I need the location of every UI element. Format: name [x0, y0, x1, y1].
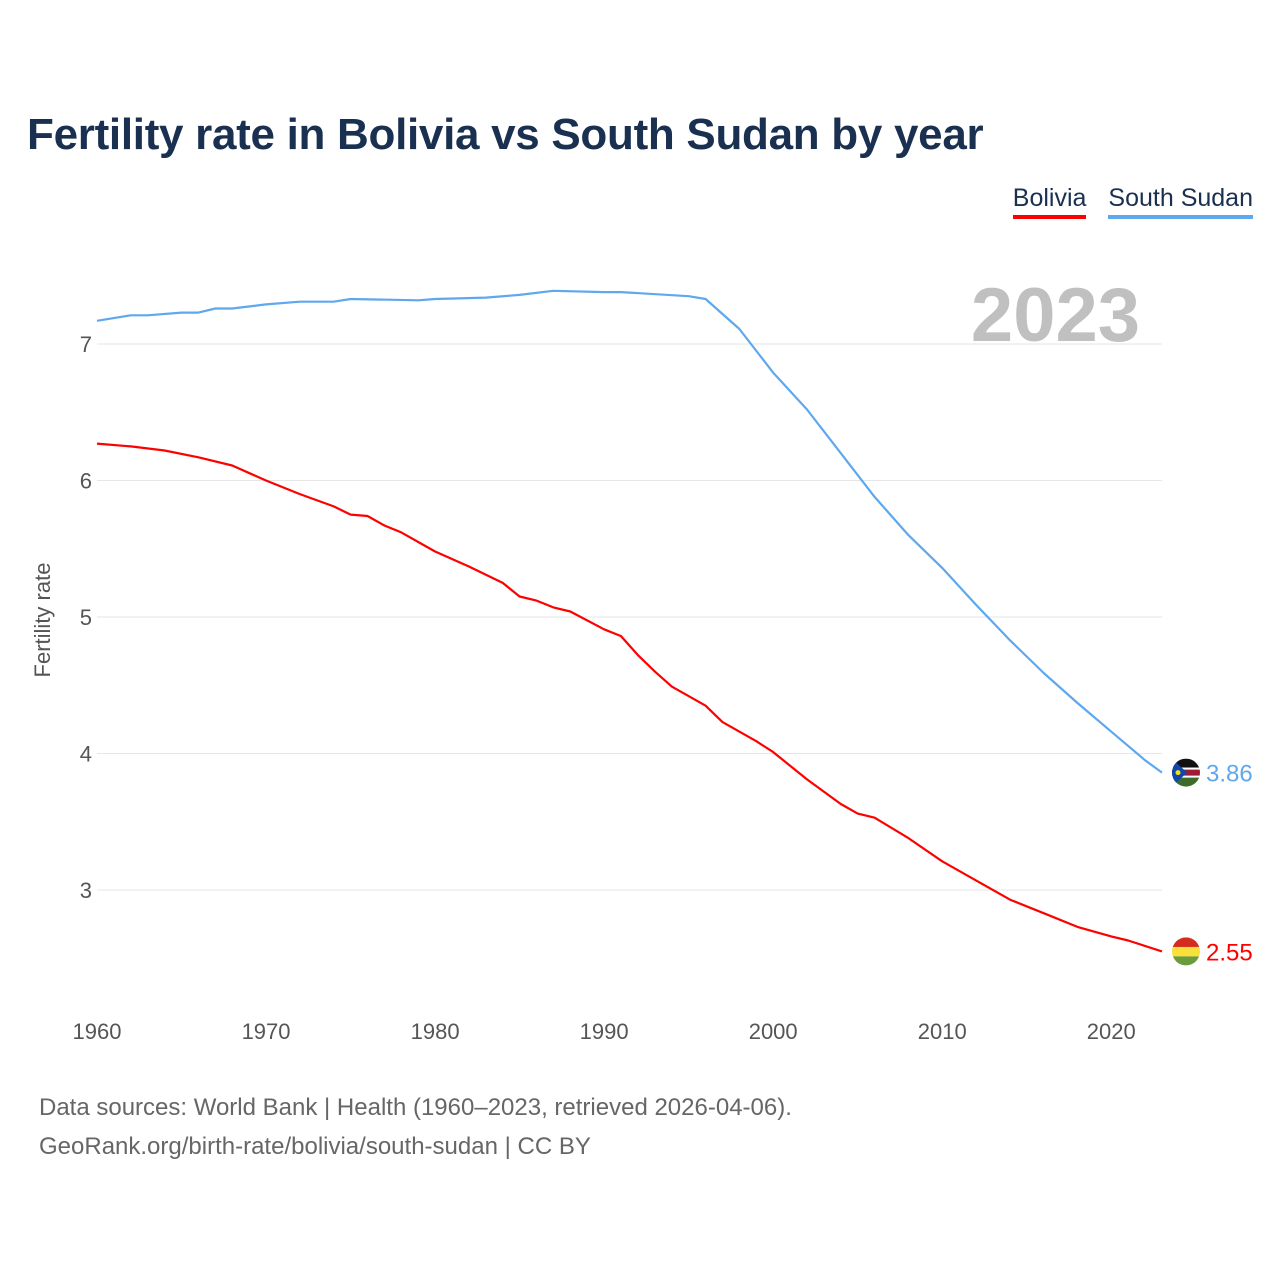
x-tick-label: 2000 [749, 1019, 798, 1044]
chart-title: Fertility rate in Bolivia vs South Sudan… [27, 110, 984, 159]
footer: Data sources: World Bank | Health (1960–… [39, 1088, 792, 1166]
end-value-label: 2.55 [1206, 939, 1253, 966]
y-tick-label: 5 [80, 605, 92, 630]
y-tick-label: 6 [80, 469, 92, 494]
x-tick-label: 2010 [918, 1019, 967, 1044]
x-tick-label: 2020 [1087, 1019, 1136, 1044]
y-tick-label: 7 [80, 332, 92, 357]
legend-item-south-sudan[interactable]: South Sudan [1108, 184, 1253, 219]
legend-item-bolivia[interactable]: Bolivia [1012, 184, 1087, 219]
current-year-label: 2023 [970, 273, 1140, 358]
source-link[interactable]: GeoRank.org/birth-rate/bolivia/south-sud… [39, 1133, 591, 1160]
series-line-bolivia [96, 442, 1163, 953]
legend: Bolivia South Sudan [1012, 184, 1253, 219]
y-tick-label: 3 [80, 878, 92, 903]
x-tick-label: 1980 [411, 1019, 460, 1044]
y-tick-label: 4 [80, 742, 92, 767]
data-sources: Data sources: World Bank | Health (1960–… [39, 1094, 792, 1121]
x-tick-label: 1970 [242, 1019, 291, 1044]
bolivia-flag-icon [1172, 937, 1200, 966]
series-line-south-sudan [96, 289, 1163, 774]
south-sudan-flag-icon [1172, 758, 1200, 787]
end-value-label: 3.86 [1206, 761, 1253, 788]
y-axis-label: Fertility rate [30, 562, 55, 678]
x-tick-label: 1960 [73, 1019, 122, 1044]
x-tick-label: 1990 [580, 1019, 629, 1044]
